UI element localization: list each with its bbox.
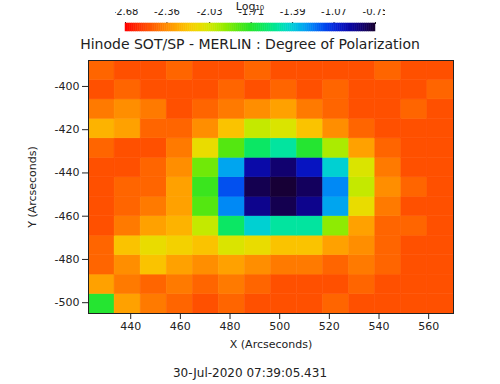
svg-text:-460: -460 <box>55 210 80 223</box>
svg-text:-2.68: -2.68 <box>115 9 138 17</box>
svg-text:500: 500 <box>269 320 290 333</box>
svg-text:-2.36: -2.36 <box>154 9 180 17</box>
svg-text:-1.07: -1.07 <box>321 9 347 17</box>
svg-text:540: 540 <box>369 320 390 333</box>
svg-text:480: 480 <box>220 320 241 333</box>
svg-text:-480: -480 <box>55 253 80 266</box>
svg-text:560: 560 <box>418 320 439 333</box>
svg-text:-440: -440 <box>55 166 80 179</box>
svg-text:460: 460 <box>170 320 191 333</box>
svg-text:-1.39: -1.39 <box>280 9 306 17</box>
svg-text:-420: -420 <box>55 123 80 136</box>
svg-text:-500: -500 <box>55 296 80 309</box>
svg-text:520: 520 <box>319 320 340 333</box>
svg-text:-0.75: -0.75 <box>363 9 385 17</box>
svg-text:-2.03: -2.03 <box>197 9 223 17</box>
svg-text:440: 440 <box>120 320 141 333</box>
svg-text:-400: -400 <box>55 80 80 93</box>
svg-text:X (Arcseconds): X (Arcseconds) <box>230 338 312 351</box>
svg-text:Y (Arcseconds): Y (Arcseconds) <box>26 146 39 229</box>
svg-text:-1.71: -1.71 <box>238 9 264 17</box>
